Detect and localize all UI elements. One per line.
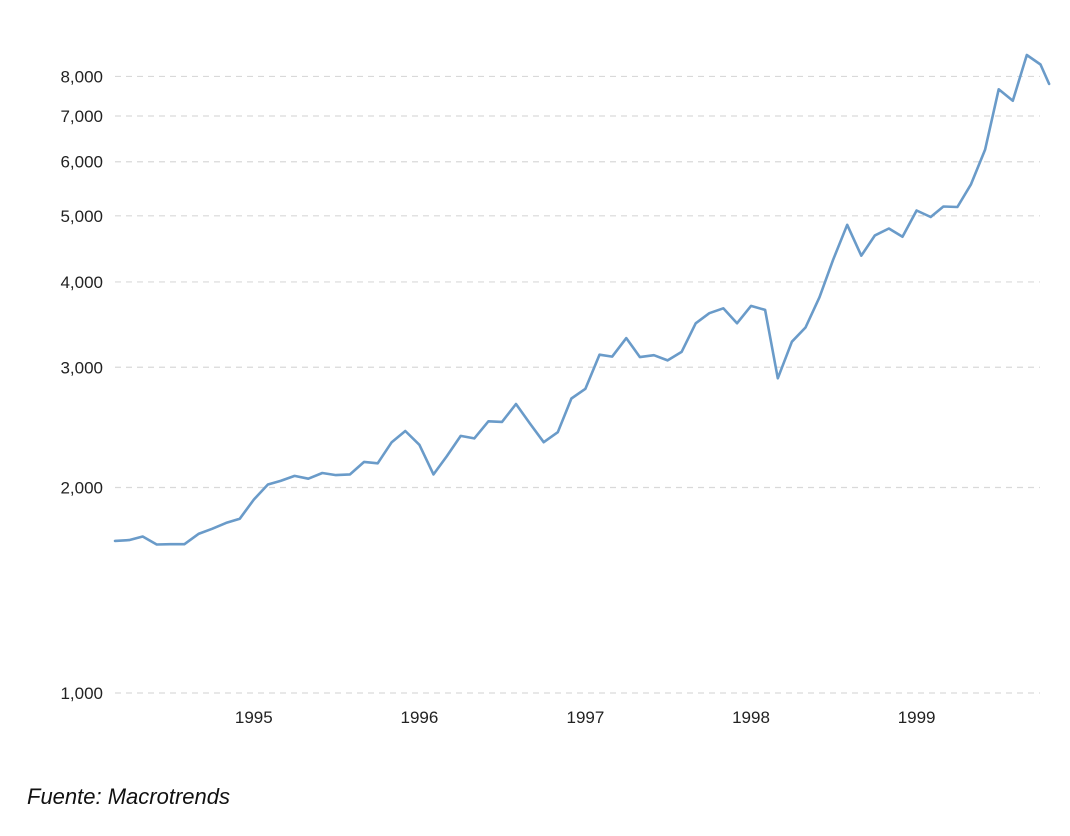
- y-tick-label: 8,000: [60, 67, 103, 86]
- y-tick-label: 2,000: [60, 478, 103, 497]
- y-tick-label: 4,000: [60, 273, 103, 292]
- y-tick-label: 3,000: [60, 358, 103, 377]
- series-line: [113, 53, 1051, 546]
- x-tick-label: 1997: [567, 708, 605, 727]
- y-tick-label: 6,000: [60, 153, 103, 172]
- y-tick-label: 1,000: [60, 684, 103, 703]
- y-tick-label: 5,000: [60, 207, 103, 226]
- line-chart: 1,000 2,000 3,000 4,000 5,000 6,000 7,000 8,000…: [60, 53, 1051, 727]
- source-note: Fuente: Macrotrends: [27, 784, 230, 809]
- x-tick-label: 1998: [732, 708, 770, 727]
- x-tick-label: 1999: [898, 708, 936, 727]
- x-tick-label: 1995: [235, 708, 273, 727]
- chart: 1,000 2,000 3,000 4,000 5,000 6,000 7,000 8,000…: [60, 53, 1051, 727]
- x-tick-label: 1996: [400, 708, 438, 727]
- y-tick-label: 7,000: [60, 107, 103, 126]
